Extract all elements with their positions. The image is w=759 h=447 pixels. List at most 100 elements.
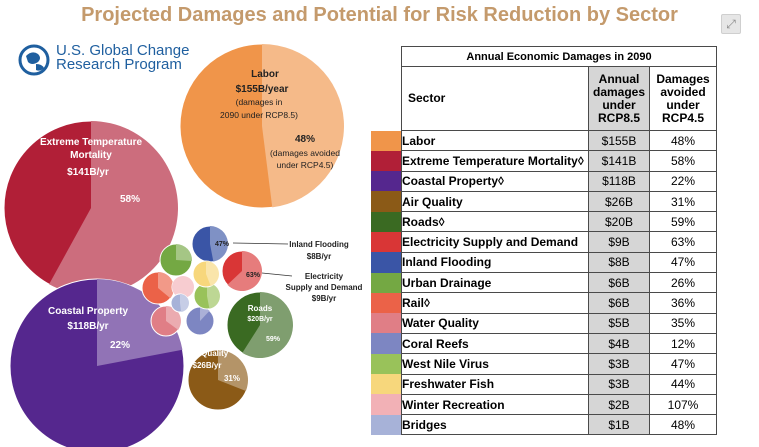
avoided-wedge [242, 292, 293, 358]
table-row: Air Quality $26B 31% [371, 190, 717, 213]
sector-color-swatch [371, 353, 402, 375]
sector-cell: Urban Drainage [401, 272, 589, 294]
sector-color-swatch [371, 150, 402, 172]
avoided-cell: 26% [649, 272, 717, 294]
table-row: Roads◊ $20B 59% [371, 211, 717, 233]
avoided-cell: 59% [649, 211, 717, 233]
col-header-damages: Annual damages under RCP8.5 [588, 66, 650, 131]
damages-cell: $6B [588, 272, 650, 294]
sector-color-swatch [371, 374, 402, 395]
sector-color-swatch [371, 191, 402, 212]
bubble-coral-reefs [185, 306, 215, 336]
sector-color-swatch [371, 292, 402, 314]
sector-cell: Electricity Supply and Demand [401, 231, 589, 253]
damages-cell: $1B [588, 414, 650, 436]
sector-color-swatch [371, 272, 402, 293]
air-value: $26B/yr [193, 361, 222, 370]
bubble-roads [226, 291, 294, 359]
avoided-cell: 36% [649, 292, 717, 314]
labor-note2: 2090 under RCP8.5) [220, 110, 298, 120]
avoided-wedge [97, 279, 183, 366]
avoided-wedge [158, 272, 175, 299]
coastal-pct: 22% [110, 340, 130, 351]
sector-color-swatch [371, 394, 402, 415]
sector-color-swatch [371, 231, 402, 253]
sector-color-swatch [371, 130, 402, 151]
table-row: Extreme Temperature Mortality◊ $141B 58% [371, 150, 717, 172]
sector-cell: Freshwater Fish [401, 373, 589, 395]
damages-cell: $9B [588, 231, 650, 253]
damages-cell: $4B [588, 332, 650, 355]
sector-cell: Labor [401, 129, 589, 152]
avoided-cell: 63% [649, 231, 717, 253]
table-row: Rail◊ $6B 36% [371, 292, 717, 314]
damages-cell: $3B [588, 373, 650, 395]
sector-cell: Inland Flooding [401, 251, 589, 274]
avoided-wedge [49, 121, 178, 295]
sector-color-swatch [371, 414, 402, 435]
damages-cell: $2B [588, 393, 650, 416]
bubble-urban-drainage [159, 243, 193, 277]
page-title: Projected Damages and Potential for Risk… [81, 4, 678, 26]
labor-pct: 48% [295, 134, 315, 145]
expand-icon[interactable]: ⤢ [721, 14, 741, 34]
sector-cell: Extreme Temperature Mortality◊ [401, 150, 589, 172]
avoided-cell: 47% [649, 251, 717, 274]
damages-cell: $26B [588, 190, 650, 213]
sector-color-swatch [371, 171, 402, 192]
avoided-cell: 44% [649, 373, 717, 395]
bubble-labor [179, 43, 345, 209]
logo-text: U.S. Global Change Research Program [56, 42, 190, 72]
damages-cell: $141B [588, 150, 650, 172]
electricity-value: $9B/yr [312, 294, 336, 303]
avoided-cell: 12% [649, 332, 717, 355]
globe-icon [18, 44, 50, 76]
roads-pct: 59% [266, 336, 281, 343]
damages-table: Annual Economic Damages in 2090 Sector A… [371, 46, 717, 436]
avoided-wedge [207, 282, 221, 309]
avoided-cell: 35% [649, 312, 717, 334]
bubble-chart: Labor $155B/year (damages in 2090 under … [3, 43, 363, 447]
avoided-wedge [210, 225, 229, 262]
damages-cell: $5B [588, 312, 650, 334]
avoided-cell: 58% [649, 150, 717, 172]
table-row: Coral Reefs $4B 12% [371, 332, 717, 355]
avoided-wedge [200, 307, 210, 321]
coastal-value: $118B/yr [67, 321, 108, 332]
col-header-sector: Sector [401, 66, 589, 131]
avoided-cell: 48% [649, 129, 717, 152]
bubble-electricity-supply-and-demand [221, 250, 263, 292]
damages-cell: $8B [588, 251, 650, 274]
sector-cell: Air Quality [401, 190, 589, 213]
damages-cell: $20B [588, 211, 650, 233]
logo-line1: U.S. Global Change [56, 42, 190, 59]
bubble-air-quality [187, 349, 249, 411]
bubble-bridges [170, 293, 190, 313]
avoided-wedge [262, 44, 345, 208]
labor-pct-note1: (damages avoided [270, 148, 340, 158]
table-super-header: Annual Economic Damages in 2090 [401, 46, 717, 67]
labor-name: Labor [251, 69, 279, 80]
sector-cell: Bridges [401, 414, 589, 436]
damages-cell: $118B [588, 170, 650, 192]
bubble-labels: Labor $155B/year (damages in 2090 under … [40, 69, 363, 383]
bubble-water-quality [150, 305, 182, 337]
avoided-cell: 48% [649, 414, 717, 436]
sector-cell: Water Quality [401, 312, 589, 334]
col-header-avoided: Damages avoided under RCP4.5 [649, 66, 717, 131]
avoided-wedge [176, 244, 192, 262]
roads-value: $20B/yr [247, 316, 273, 323]
table-row: Electricity Supply and Demand $9B 63% [371, 231, 717, 253]
damages-cell: $155B [588, 129, 650, 152]
extreme-value: $141B/yr [67, 167, 109, 178]
sector-cell: Coastal Property◊ [401, 170, 589, 192]
electricity-pct: 63% [246, 272, 261, 279]
avoided-cell: 31% [649, 190, 717, 213]
avoided-wedge [172, 276, 194, 298]
table-row: West Nile Virus $3B 47% [371, 353, 717, 375]
table-row: Labor $155B 48% [371, 129, 717, 152]
labor-value: $155B/year [236, 84, 289, 95]
bubble-extreme-temperature-mortality [3, 120, 179, 296]
sector-color-swatch [371, 252, 402, 273]
roads-name: Roads [248, 304, 273, 313]
